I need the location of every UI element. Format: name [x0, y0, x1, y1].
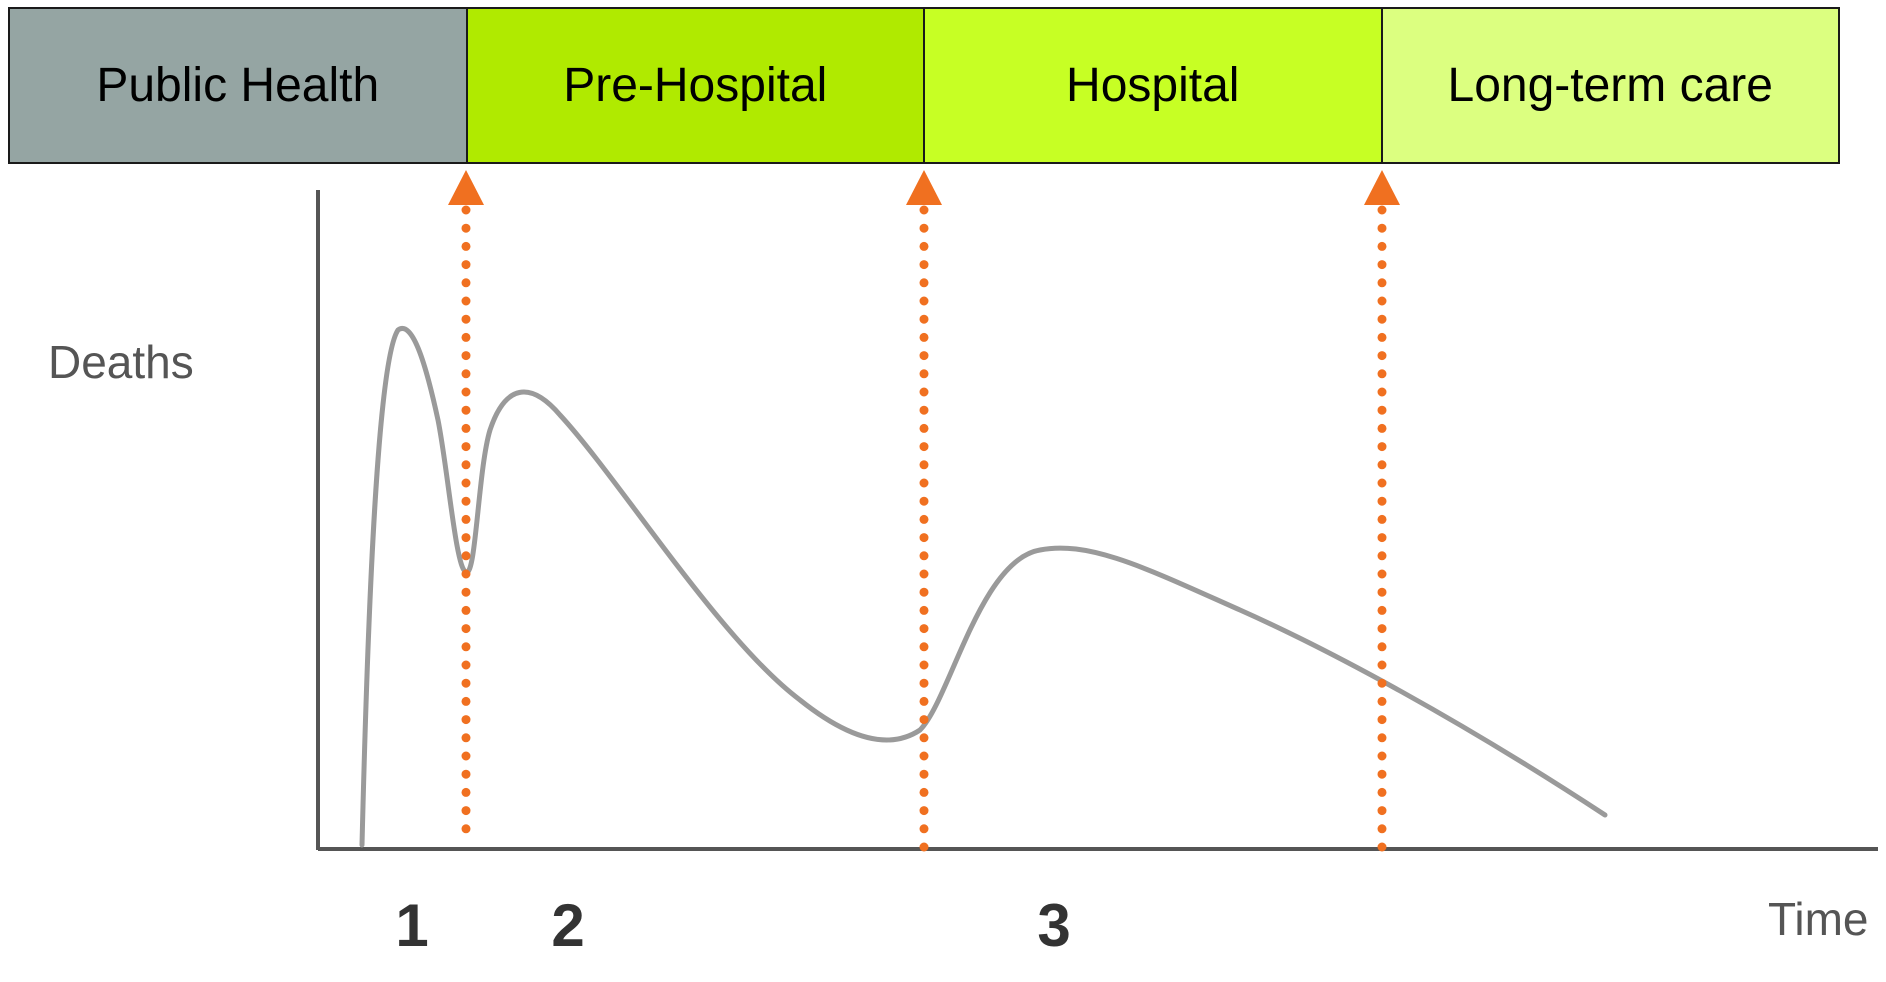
divider-pre-hospital	[448, 170, 484, 845]
stage-number-1: 1	[395, 892, 428, 959]
arrow-up-icon	[906, 170, 942, 205]
arrow-up-icon	[1364, 170, 1400, 205]
y-axis-label: Deaths	[48, 336, 194, 388]
phase-public-health: Public Health	[10, 9, 466, 162]
stage-number-3: 3	[1037, 892, 1070, 959]
phase-bar: Public Health Pre-Hospital Hospital Long…	[8, 7, 1840, 164]
divider-hospital	[906, 170, 942, 858]
phase-long-term-care: Long-term care	[1380, 9, 1838, 162]
divider-long-term-care	[1364, 170, 1400, 858]
phase-pre-hospital: Pre-Hospital	[465, 9, 923, 162]
death-curve	[359, 326, 1608, 848]
arrow-up-icon	[448, 170, 484, 205]
phase-hospital: Hospital	[923, 9, 1381, 162]
stage-number-2: 2	[551, 892, 584, 959]
x-axis-label: Time	[1768, 893, 1869, 945]
